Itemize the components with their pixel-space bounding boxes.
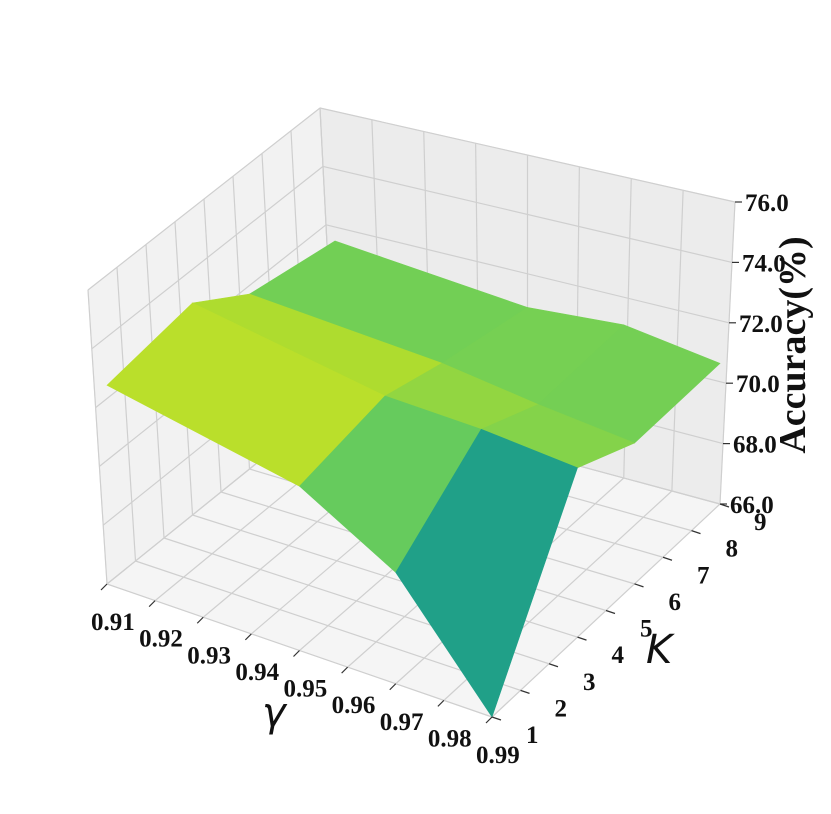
z-tick-label: 76.0 — [745, 190, 789, 217]
z-tick-label: 70.0 — [736, 371, 780, 398]
x-tick-mark — [389, 683, 397, 691]
x-tick-mark — [148, 600, 156, 608]
surface-patch — [395, 428, 578, 718]
left-gridline-z — [87, 107, 321, 291]
back-gridline-x — [719, 201, 736, 505]
x-tick-label: 0.95 — [284, 676, 328, 703]
axis-ticks: 0.910.920.930.940.950.960.970.980.991234… — [91, 190, 789, 769]
y-tick-mark — [548, 663, 559, 668]
y-tick-mark — [577, 636, 587, 641]
left-gridline-y — [87, 289, 108, 585]
x-tick-label: 0.98 — [428, 725, 472, 752]
back-gridline-z — [325, 224, 730, 324]
x-tick-mark — [196, 616, 204, 624]
y-tick-label: 7 — [697, 562, 710, 589]
y-tick-label: 1 — [526, 722, 539, 749]
y-tick-label: 6 — [669, 589, 682, 616]
x-tick-mark — [100, 583, 108, 591]
back-gridline-z — [319, 107, 736, 203]
y-tick-mark — [634, 583, 644, 588]
y-tick-label: 3 — [583, 669, 596, 696]
surface-plot — [106, 240, 721, 718]
y-tick-label: 9 — [754, 509, 767, 536]
y-tick-mark — [691, 530, 701, 535]
y-tick-mark — [605, 609, 616, 615]
y-tick-label: 8 — [726, 536, 739, 563]
y-tick-mark — [491, 716, 502, 721]
back-gridline-x — [671, 190, 684, 492]
z-tick-label: 66.0 — [730, 492, 774, 519]
z-axis-label: Accuracy(%) — [772, 236, 814, 453]
x-tick-label: 0.91 — [91, 609, 135, 636]
x-tick-mark — [244, 633, 252, 641]
x-tick-label: 0.99 — [476, 742, 520, 769]
left-gridline-y — [116, 267, 137, 562]
z-tick-label: 72.0 — [739, 311, 783, 338]
x-tick-mark — [293, 650, 300, 657]
x-tick-label: 0.92 — [139, 626, 183, 653]
y-tick-label: 5 — [640, 616, 653, 643]
floor-gridline-y — [135, 560, 521, 691]
x-tick-mark — [485, 716, 493, 724]
x-tick-label: 0.96 — [332, 692, 376, 719]
z-tick-label: 74.0 — [742, 250, 786, 277]
y-tick-mark — [520, 689, 530, 694]
y-tick-label: 2 — [555, 695, 568, 722]
x-tick-mark — [437, 699, 445, 707]
x-tick-label: 0.94 — [235, 659, 279, 686]
back-gridline-z — [322, 165, 733, 263]
left-gridline-z — [91, 165, 324, 350]
y-axis-label: K — [646, 627, 675, 673]
x-axis-label: γ — [262, 690, 288, 736]
x-tick-mark — [341, 666, 349, 674]
x-tick-label: 0.97 — [380, 709, 424, 736]
y-tick-label: 4 — [612, 642, 625, 669]
z-tick-label: 68.0 — [733, 432, 777, 459]
x-tick-label: 0.93 — [187, 642, 231, 669]
y-tick-mark — [662, 556, 673, 561]
